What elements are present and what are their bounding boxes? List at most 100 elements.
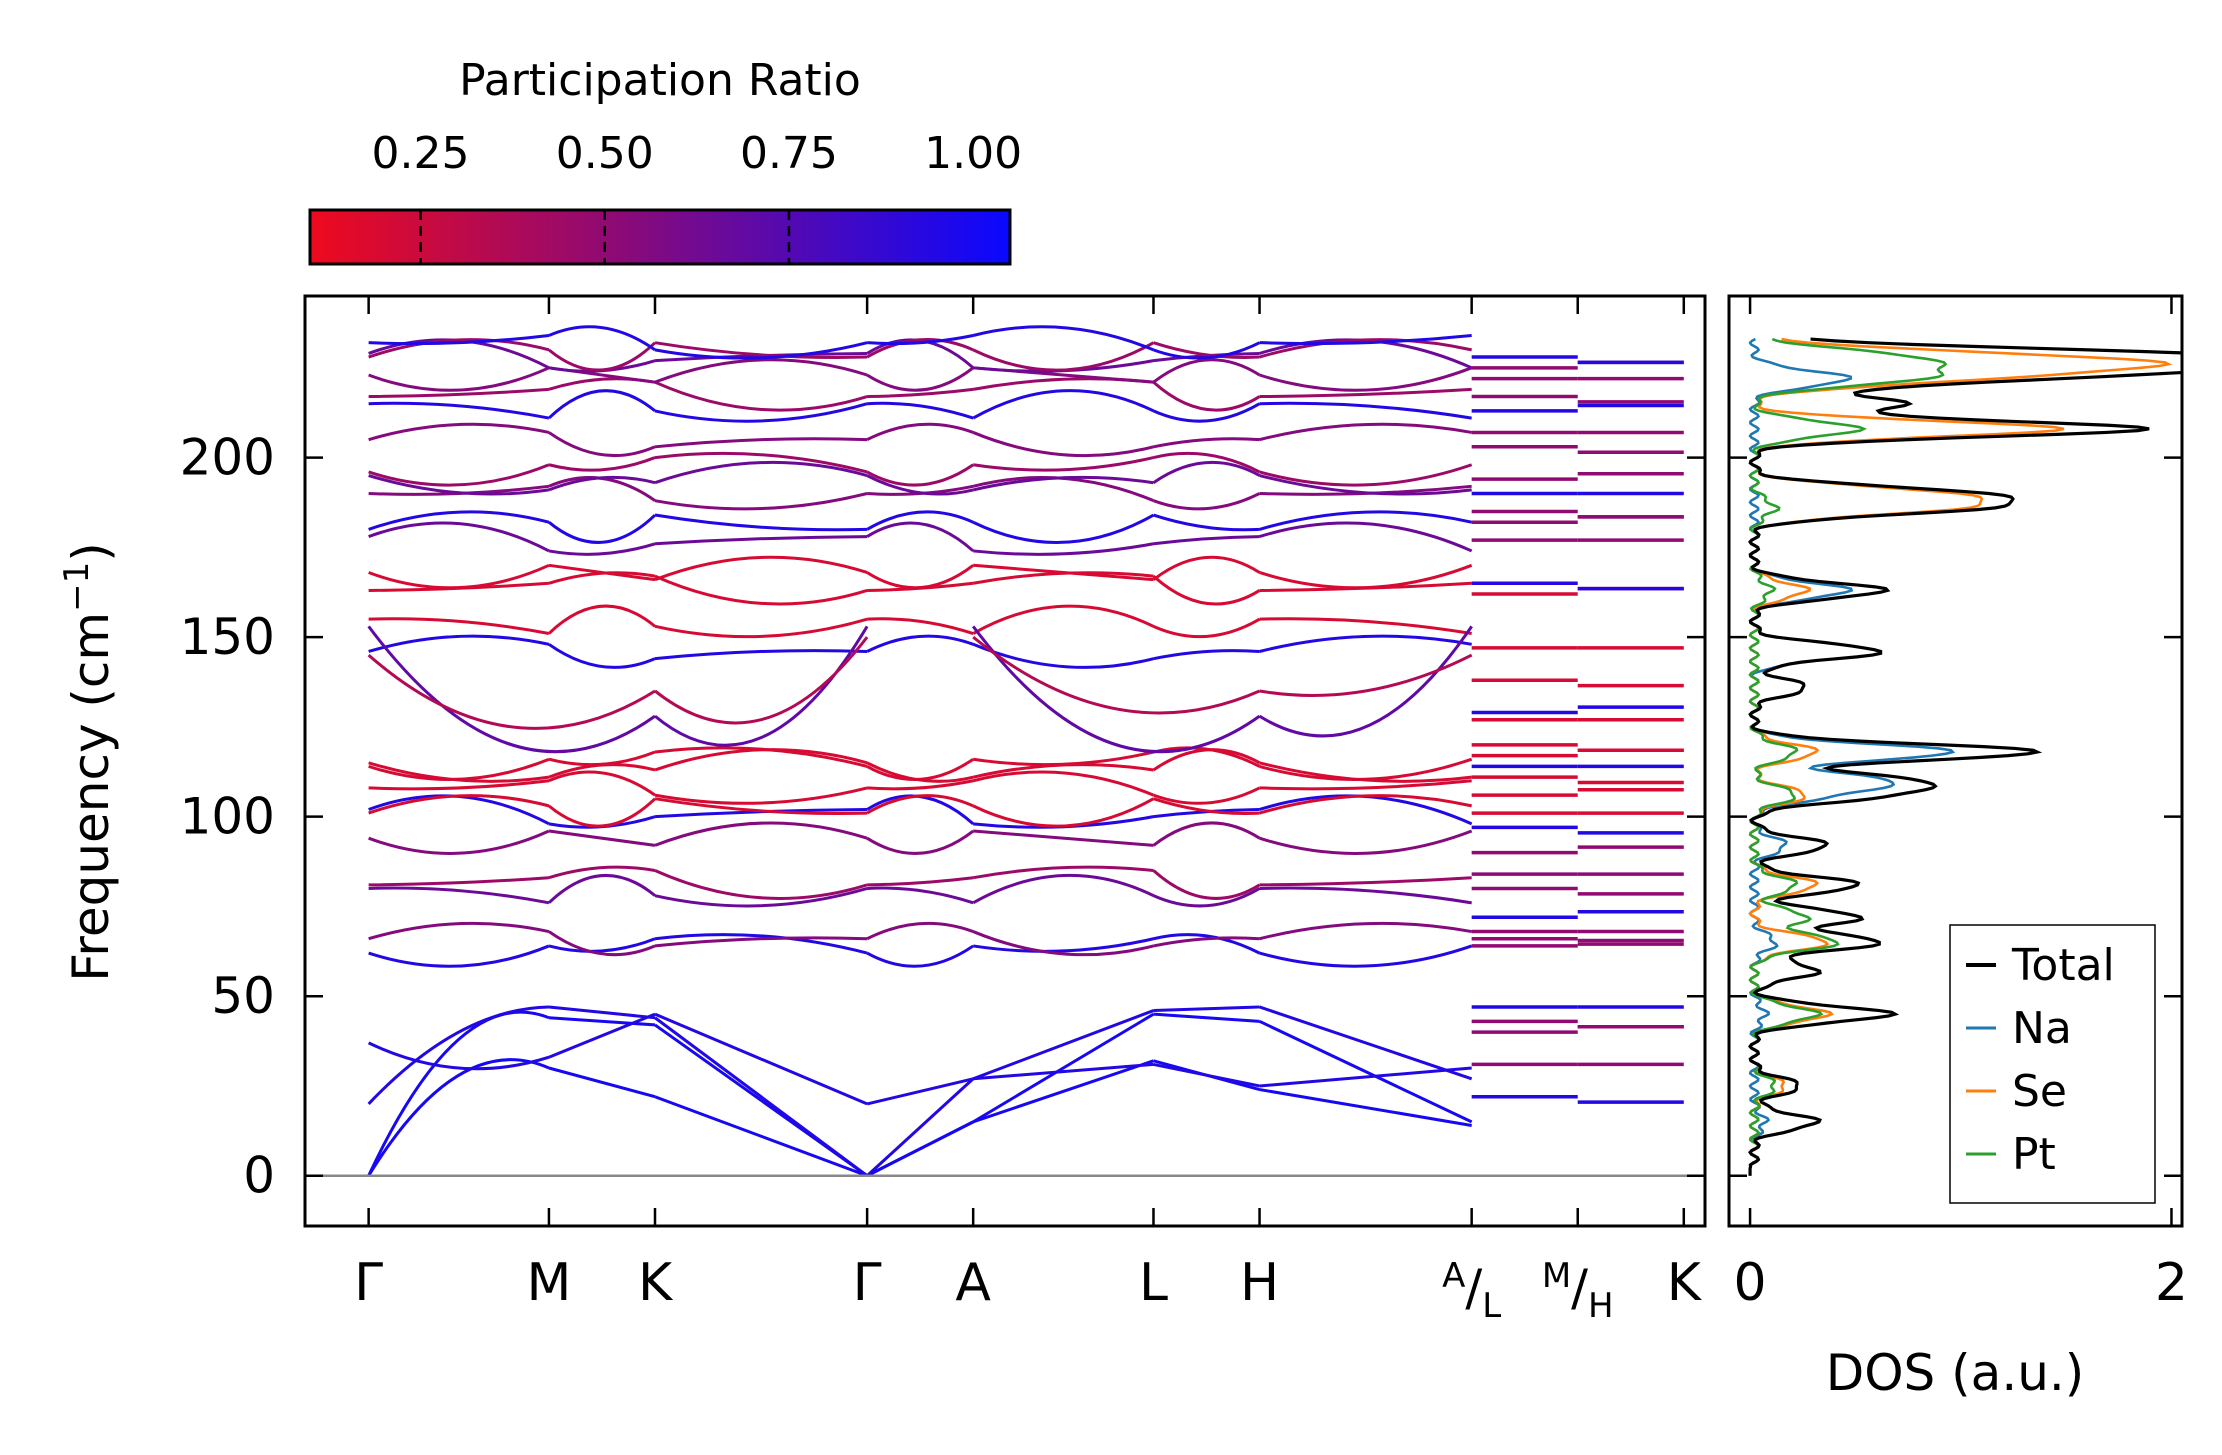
optical-band — [866, 634, 974, 653]
optical-band — [867, 617, 974, 635]
optical-band — [368, 757, 550, 781]
colorbar-gradient — [308, 208, 1012, 266]
path-label: M/H — [1542, 1256, 1614, 1326]
acoustic-band — [548, 1005, 656, 1020]
optical-band — [368, 521, 550, 553]
dos-curves — [1748, 337, 2182, 1176]
path-label: A — [955, 1253, 991, 1313]
band-y-axis-label: Frequency (cm−1) — [57, 542, 120, 982]
optical-band — [1153, 933, 1261, 955]
optical-band — [1258, 625, 1473, 738]
acoustic-band — [972, 1009, 1155, 1081]
dos-x-tick-label: 0 — [1734, 1253, 1767, 1313]
optical-band — [1153, 535, 1260, 546]
acoustic-band — [972, 1012, 1155, 1124]
colorbar-tick-label: 0.50 — [556, 128, 654, 179]
optical-band — [548, 770, 656, 797]
y-tick-label: 100 — [180, 788, 275, 846]
optical-band — [1152, 821, 1261, 847]
optical-band — [654, 341, 868, 359]
optical-band — [368, 794, 550, 815]
acoustic-band — [1259, 1066, 1472, 1088]
optical-band — [972, 475, 1154, 492]
colorbar-ticks — [419, 210, 791, 264]
optical-band — [866, 510, 974, 531]
dos-x-axis-label: DOS (a.u.) — [1826, 1344, 2085, 1402]
optical-band — [548, 930, 656, 957]
optical-band — [548, 542, 656, 556]
optical-band — [972, 873, 1155, 905]
optical-band — [548, 475, 656, 492]
path-label: K — [638, 1253, 674, 1313]
optical-band — [654, 933, 868, 955]
optical-band — [867, 876, 974, 887]
acoustic-band — [866, 1077, 975, 1177]
optical-band — [1259, 463, 1473, 487]
optical-band — [654, 574, 868, 606]
optical-band — [547, 604, 656, 635]
acoustic-band — [1153, 1005, 1260, 1013]
acoustic-band — [866, 1077, 974, 1106]
optical-band — [654, 625, 869, 747]
optical-band — [867, 886, 974, 905]
band-y-ticks: 0 50 100 150 200 — [180, 429, 1705, 1205]
optical-band — [368, 510, 550, 531]
optical-band — [1152, 617, 1261, 639]
optical-band — [1259, 334, 1472, 346]
optical-band — [547, 389, 656, 420]
y-tick-label: 150 — [180, 608, 275, 666]
optical-band — [972, 797, 1155, 828]
optical-band — [1153, 649, 1260, 661]
optical-band — [1259, 829, 1473, 855]
path-label: K — [1667, 1253, 1703, 1313]
acoustic-band — [548, 1012, 656, 1059]
optical-band — [1153, 451, 1261, 474]
optical-band — [548, 563, 656, 582]
optical-band — [368, 876, 550, 887]
y-tick-label: 0 — [243, 1147, 275, 1205]
optical-band — [972, 513, 1155, 544]
optical-band — [654, 617, 868, 639]
optical-band — [548, 865, 656, 880]
optical-band — [654, 513, 868, 532]
optical-band — [368, 334, 550, 346]
optical-band — [1259, 794, 1472, 815]
acoustic-band — [654, 1012, 868, 1106]
colorbar-tick-label: 0.75 — [740, 128, 838, 179]
optical-band — [972, 930, 1154, 957]
band-structure-panel: 0 50 100 150 200 Γ M K Γ A L H A/L M/H K Frequency (c… — [57, 294, 1707, 1326]
optical-band — [368, 563, 550, 590]
optical-band — [654, 358, 868, 384]
legend-items: Total Na Se Pt — [1966, 940, 2115, 1180]
optical-band — [972, 325, 1155, 352]
optical-band — [1153, 341, 1260, 359]
optical-band — [548, 937, 656, 953]
optical-band — [368, 422, 550, 442]
optical-band — [654, 380, 868, 412]
optical-band — [1152, 460, 1261, 484]
optical-band — [1259, 521, 1473, 553]
phonon-bands — [367, 325, 1684, 1178]
optical-band — [1259, 779, 1472, 791]
acoustic-band — [654, 1095, 868, 1178]
dos-curve-total — [1748, 337, 2182, 1176]
optical-band — [654, 535, 868, 546]
optical-band — [654, 492, 868, 511]
optical-band — [654, 555, 868, 582]
optical-band — [1259, 401, 1472, 420]
optical-band — [1259, 422, 1472, 442]
optical-band — [972, 750, 1154, 767]
optical-band — [1259, 617, 1472, 636]
dos-x-tick-label: 2 — [2155, 1253, 2188, 1313]
optical-band — [368, 401, 550, 420]
optical-band — [1259, 563, 1473, 590]
optical-band — [368, 366, 550, 392]
optical-band — [972, 456, 1154, 472]
acoustic-band — [973, 1062, 1154, 1081]
optical-band — [866, 463, 975, 487]
optical-band — [972, 389, 1155, 420]
optical-band — [973, 563, 1154, 582]
optical-band — [866, 757, 975, 782]
optical-band — [1259, 653, 1473, 697]
